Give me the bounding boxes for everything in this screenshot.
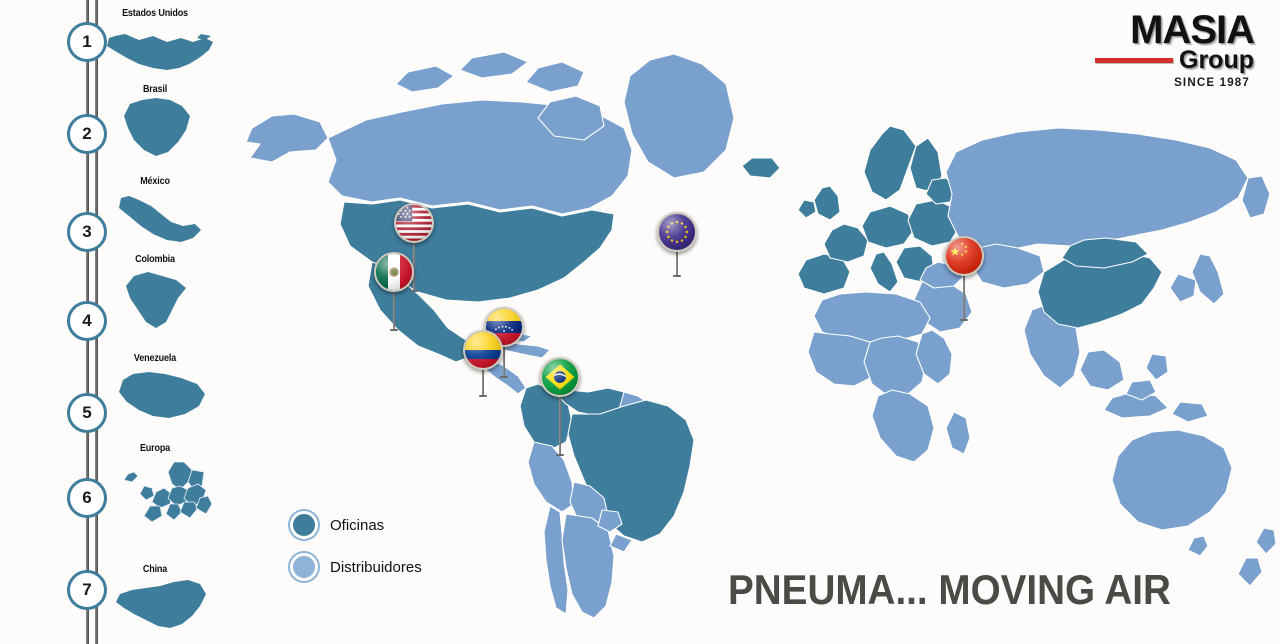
region-arctic-islands	[395, 65, 455, 93]
region-arctic-islands-3	[525, 61, 585, 93]
legend-item-oficinas: Oficinas	[290, 508, 422, 542]
legend-dot-distributor-icon	[290, 553, 318, 581]
region-borneo	[1125, 379, 1157, 401]
legend-item-distribuidores: Distribuidores	[290, 550, 422, 584]
region-korea-japan	[1169, 273, 1197, 303]
pin-stem	[390, 278, 398, 331]
sidebar-label-4: Colombia	[135, 253, 175, 265]
region-greenland	[623, 53, 735, 179]
pin-gloss	[659, 214, 695, 250]
world-map	[232, 10, 1280, 630]
pin-stem	[673, 238, 681, 277]
flag-usa-icon	[394, 203, 434, 243]
region-iceland	[741, 157, 781, 179]
region-australia	[1111, 429, 1233, 531]
region-east-africa	[915, 329, 953, 385]
region-mongolia	[1061, 237, 1149, 269]
flag-china-icon	[944, 236, 984, 276]
region-uruguay	[609, 533, 633, 553]
tagline: PNEUMA... MOVING AIR	[728, 566, 1171, 613]
flag-mexico-icon	[374, 252, 414, 292]
logo-since-text: SINCE 1987	[1174, 77, 1250, 89]
sidebar-node-3[interactable]: 3	[67, 212, 107, 252]
flag-brasil-icon	[540, 357, 580, 397]
pin-gloss	[946, 238, 982, 274]
region-philippines	[1145, 353, 1169, 381]
region-germany-poland	[861, 205, 915, 249]
country-timeline-sidebar: Estados Unidos 1 Brasil 2 México 3 Colom…	[0, 0, 220, 644]
logo-second-row: Group	[1074, 48, 1254, 73]
sidebar-node-4[interactable]: 4	[67, 301, 107, 341]
pin-stem	[410, 229, 418, 292]
region-arctic-islands-2	[459, 51, 529, 79]
region-italy	[869, 251, 899, 293]
legend-label-oficinas: Oficinas	[330, 516, 385, 534]
flag-eu-icon	[657, 212, 697, 252]
region-japan	[1191, 253, 1225, 305]
logo-red-bar	[1095, 58, 1173, 63]
region-southern-africa	[871, 389, 935, 463]
sidebar-node-6[interactable]: 6	[67, 478, 107, 518]
region-png	[1171, 401, 1209, 423]
country-shape-mexico-icon	[115, 192, 207, 250]
country-shape-europa-icon	[112, 458, 216, 524]
region-sea	[1079, 349, 1125, 391]
region-tasmania	[1187, 535, 1209, 557]
flag-colombia-icon	[463, 330, 503, 370]
sidebar-node-2[interactable]: 2	[67, 114, 107, 154]
sidebar-node-1[interactable]: 1	[67, 22, 107, 62]
region-scandinavia	[863, 125, 917, 201]
sidebar-label-6: Europa	[139, 442, 171, 454]
region-madagascar	[945, 411, 971, 455]
pin-gloss	[376, 254, 412, 290]
pin-stem	[960, 262, 968, 321]
region-russia	[945, 127, 1249, 251]
sidebar-label-1: Estados Unidos	[122, 7, 188, 19]
region-baffin	[537, 95, 605, 141]
region-peru	[527, 441, 575, 513]
masia-group-logo: MASIA Group SINCE 1987	[1074, 8, 1255, 89]
pin-stem	[556, 383, 564, 456]
pin-gloss	[465, 332, 501, 368]
sidebar-label-5: Venezuela	[133, 352, 177, 364]
region-ireland	[797, 199, 817, 219]
sidebar-label-3: México	[140, 175, 170, 187]
region-new-zealand-south	[1237, 557, 1263, 587]
country-shape-brasil-icon	[120, 96, 198, 160]
pin-stem	[479, 356, 487, 397]
region-alaska	[245, 113, 329, 163]
pin-stem	[500, 333, 508, 378]
region-france	[823, 223, 869, 263]
country-shape-venezuela-icon	[115, 368, 211, 426]
legend-label-distribuidores: Distribuidores	[330, 558, 422, 576]
logo-brand-text: MASIA	[1130, 8, 1255, 52]
sidebar-node-7[interactable]: 7	[67, 570, 107, 610]
country-shape-china-icon	[112, 576, 212, 632]
region-new-zealand	[1255, 527, 1277, 555]
sidebar-label-2: Brasil	[142, 83, 168, 95]
region-chile	[543, 505, 569, 615]
region-paraguay	[597, 509, 623, 533]
pin-gloss	[542, 359, 578, 395]
sidebar-label-7: China	[142, 563, 168, 575]
region-uk	[813, 185, 841, 221]
pin-gloss	[396, 205, 432, 241]
region-kazakhstan	[971, 243, 1045, 289]
region-central-africa	[863, 335, 927, 397]
map-legend: Oficinas Distribuidores	[290, 508, 422, 592]
country-shape-usa-icon	[105, 20, 217, 76]
sidebar-node-5[interactable]: 5	[67, 393, 107, 433]
legend-dot-office-icon	[290, 511, 318, 539]
logo-group-text: Group	[1179, 46, 1254, 74]
country-shape-colombia-icon	[120, 270, 194, 332]
region-kamchatka	[1241, 175, 1271, 219]
